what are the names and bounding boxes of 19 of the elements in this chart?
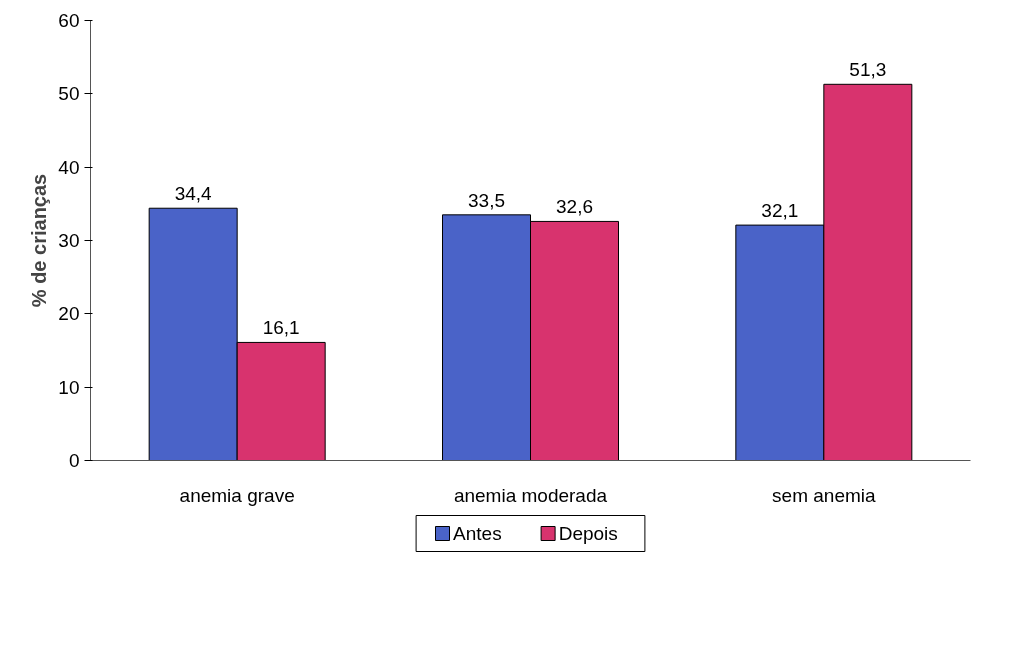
legend-label: Depois [558,523,618,544]
x-tick-label: anemia grave [179,484,295,506]
y-tick-label: 0 [68,450,80,471]
data-label: 32,1 [761,200,799,222]
y-tick-label: 40 [58,156,80,178]
y-tick-label: 30 [58,230,80,251]
x-tick-label: sem anemia [772,484,877,506]
y-tick-label: 10 [58,376,80,398]
data-label: 33,5 [468,189,505,211]
data-label: 51,3 [849,59,887,81]
data-label: 32,6 [556,196,593,218]
x-tick-label: anemia moderada [453,484,608,506]
data-label: 34,4 [174,183,213,205]
y-axis-title: % de crianças [28,173,51,308]
y-tick-label: 50 [58,83,80,105]
y-tick-label: 60 [58,10,80,31]
y-tick-label: 20 [58,303,80,325]
legend-label: Antes [453,523,502,544]
data-label: 16,1 [262,317,300,339]
